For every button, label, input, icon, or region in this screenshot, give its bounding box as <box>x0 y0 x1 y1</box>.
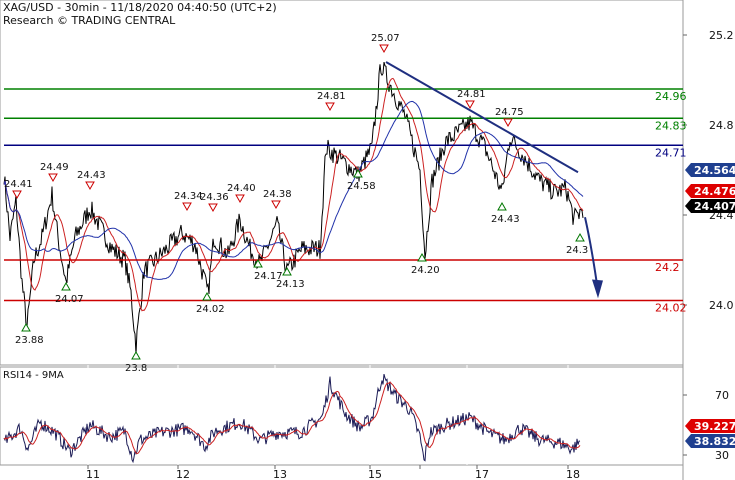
price-pane <box>0 0 684 366</box>
x-tick-label: 18 <box>566 468 580 480</box>
swing-low-label: 24.02 <box>196 304 225 315</box>
level-label: 24.83 <box>655 119 687 132</box>
swing-high-marker <box>465 100 475 110</box>
x-tick-label: 15 <box>368 468 382 480</box>
swing-high-marker <box>12 190 22 200</box>
rsi-ma-line <box>3 381 581 455</box>
swing-high-label: 24.75 <box>495 107 524 118</box>
price-badge <box>685 184 735 198</box>
y-tick-label: 25.2 <box>709 29 734 42</box>
swing-low-marker <box>21 322 31 332</box>
swing-high-label: 24.40 <box>227 183 256 194</box>
projection-arrow-head <box>592 279 603 299</box>
swing-high-marker <box>235 194 245 204</box>
level-label: 24.71 <box>655 146 687 159</box>
swing-high-label: 24.41 <box>4 179 33 190</box>
rsi-line <box>3 373 581 464</box>
swing-low-marker <box>497 201 507 211</box>
price-badge <box>685 163 735 177</box>
swing-high-label: 24.81 <box>317 91 346 102</box>
swing-high-label: 24.49 <box>40 162 69 173</box>
swing-high-marker <box>208 203 218 213</box>
y-tick-label: 24.8 <box>709 119 734 132</box>
price-badge-label: 24.4767 <box>694 185 735 198</box>
x-tick-label: 17 <box>475 468 489 480</box>
swing-low-marker <box>61 281 71 291</box>
price-series-line <box>3 61 584 355</box>
rsi-tick-label: 70 <box>715 389 729 402</box>
chart-subtitle: Research © TRADING CENTRAL <box>3 14 176 27</box>
swing-low-marker <box>417 252 427 262</box>
price-ma-slow-line <box>3 100 584 280</box>
level-label: 24.96 <box>655 90 687 103</box>
swing-high-label: 24.43 <box>77 170 106 181</box>
swing-low-label: 24.58 <box>347 181 376 192</box>
rsi-badge <box>685 434 735 448</box>
swing-low-label: 24.07 <box>55 294 84 305</box>
rsi-badge-label: 38.8326 <box>694 435 735 448</box>
swing-low-marker <box>282 266 292 276</box>
swing-low-marker <box>353 168 363 178</box>
swing-low-marker <box>575 232 585 242</box>
swing-low-label: 24.43 <box>491 214 520 225</box>
swing-high-label: 24.36 <box>200 192 229 203</box>
swing-low-label: 23.88 <box>15 335 44 346</box>
x-tick-label: 11 <box>86 468 100 480</box>
swing-high-label: 25.07 <box>371 33 400 44</box>
swing-low-label: 24.13 <box>276 279 305 290</box>
swing-high-marker <box>271 200 281 210</box>
y-tick-label: 24.0 <box>709 299 734 312</box>
swing-high-marker <box>48 173 58 183</box>
rsi-title: RSI14 - 9MA <box>3 370 64 381</box>
swing-high-marker <box>503 118 513 128</box>
rsi-tick-label: 30 <box>715 449 729 462</box>
price-ma-fast-line <box>3 77 584 312</box>
swing-low-label: 23.8 <box>125 363 147 374</box>
swing-high-label: 24.81 <box>457 89 486 100</box>
swing-low-label: 24.3 <box>566 245 588 256</box>
swing-high-marker <box>85 181 95 191</box>
x-tick-label: 12 <box>176 468 190 480</box>
swing-high-label: 24.38 <box>263 189 292 200</box>
swing-high-marker <box>182 202 192 212</box>
swing-low-marker <box>131 350 141 360</box>
swing-low-marker <box>202 291 212 301</box>
rsi-pane <box>0 366 684 466</box>
price-badge-label: 24.5647 <box>694 164 735 177</box>
price-badge <box>685 199 735 213</box>
x-tick-label: 13 <box>273 468 287 480</box>
x-tick-label: 16 <box>418 468 432 480</box>
swing-high-marker <box>325 102 335 112</box>
swing-low-marker <box>253 258 263 268</box>
price-badge-label: 24.407 <box>694 200 735 213</box>
swing-high-marker <box>379 44 389 54</box>
swing-low-label: 24.20 <box>411 265 440 276</box>
level-label: 24.02 <box>655 302 687 315</box>
trend-line <box>385 61 579 174</box>
level-label: 24.2 <box>655 261 680 274</box>
chart-title: XAG/USD - 30min - 11/18/2020 04:40:50 (U… <box>3 1 277 14</box>
swing-low-label: 24.17 <box>254 271 283 282</box>
rsi-badge <box>685 419 735 433</box>
swing-high-label: 24.34 <box>174 191 203 202</box>
